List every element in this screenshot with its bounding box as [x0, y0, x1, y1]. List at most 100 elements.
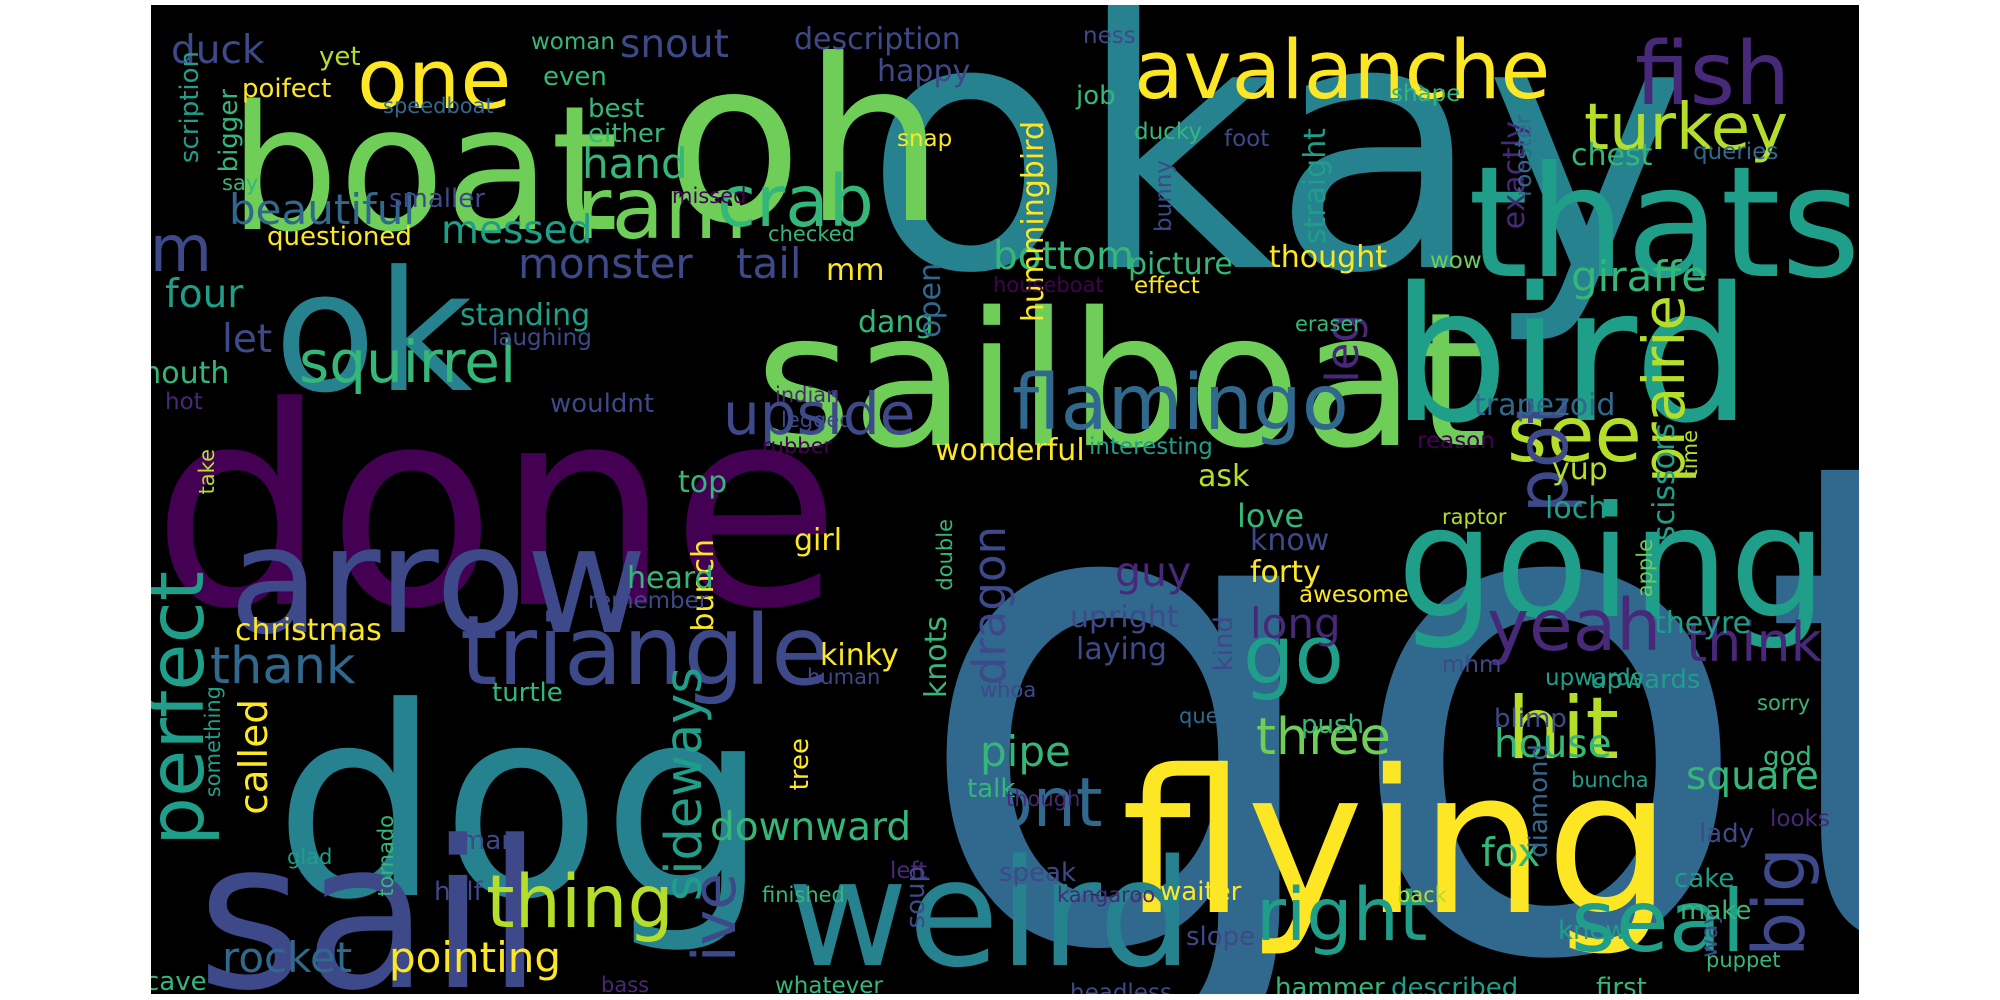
word-sail: sail: [197, 798, 544, 995]
word-job: job: [1076, 81, 1116, 111]
word-diamond: diamond: [1524, 744, 1554, 858]
word-bigger: bigger: [214, 89, 244, 173]
word-flamingo: flamingo: [1012, 359, 1349, 448]
word-ducky: ducky: [1134, 119, 1202, 145]
word-arrow: arrow: [229, 495, 648, 667]
word-rooster: rooster: [1511, 115, 1537, 197]
word-beautiful: beautiful: [229, 185, 416, 234]
word-headless: headless: [1070, 980, 1172, 995]
word-know: know: [1250, 523, 1330, 558]
word-ness: ness: [1083, 23, 1136, 49]
word-duck: duck: [171, 28, 265, 73]
word-downward: downward: [710, 805, 912, 850]
word-picture: picture: [1128, 247, 1233, 282]
word-bunny: bunny: [1151, 160, 1177, 232]
word-slope: slope: [1186, 922, 1256, 952]
word-even: even: [543, 62, 607, 92]
word-buncha: buncha: [1571, 768, 1649, 792]
word-loch: loch: [1545, 491, 1608, 526]
word-puppet: puppet: [1706, 948, 1781, 972]
word-scissors: scissors: [1647, 423, 1682, 542]
word-seal: seal: [1571, 872, 1746, 972]
word-either: either: [588, 119, 665, 149]
word-tornado: tornado: [374, 815, 398, 897]
word-checked: checked: [768, 222, 855, 246]
word-sorry: sorry: [1757, 691, 1811, 715]
word-kangaroo: kangaroo: [1057, 883, 1156, 907]
word-smaller: smaller: [389, 184, 485, 214]
word-yup: yup: [1552, 452, 1608, 487]
word-wow: wow: [1430, 248, 1482, 274]
word-yeah: yeah: [1487, 584, 1662, 667]
word-oh: oh: [665, 12, 946, 274]
word-interesting: interesting: [1089, 434, 1213, 460]
word-knots: knots: [919, 616, 954, 699]
word-upside: upside: [723, 380, 916, 448]
word-sideways: sideways: [655, 667, 714, 902]
word-avalanche: avalanche: [1134, 24, 1551, 118]
word-four: four: [165, 272, 244, 317]
word-right: right: [1256, 873, 1428, 958]
word-poifect: poifect: [242, 74, 332, 104]
word-described: described: [1391, 973, 1519, 994]
word-blimp: blimp: [1494, 704, 1567, 734]
word-bass: bass: [601, 973, 650, 995]
word-go: go: [1243, 609, 1344, 703]
word-love: love: [1237, 497, 1305, 535]
word-upwards: upwards: [1545, 665, 1643, 691]
word-open: open: [913, 263, 948, 338]
word-push: push: [1301, 710, 1365, 740]
word-turtle: turtle: [492, 678, 563, 708]
word-lady: lady: [1699, 819, 1755, 849]
word-effect: effect: [1134, 273, 1200, 299]
word-flying: flying: [1121, 727, 1672, 959]
word-boat: boat: [229, 68, 619, 270]
word-finished: finished: [762, 883, 845, 907]
word-upwards: upwards: [1590, 665, 1701, 695]
word-mm: mm: [826, 253, 885, 288]
word-think: think: [1686, 611, 1822, 674]
word-description: description: [794, 22, 961, 57]
word-long: long: [1250, 599, 1341, 648]
word-guy: guy: [1115, 548, 1192, 596]
word-dang: dang: [858, 305, 934, 340]
word-whoa: whoa: [980, 678, 1037, 702]
word-wouldnt: wouldnt: [550, 389, 655, 419]
word-first: first: [1596, 973, 1647, 994]
word-back: back: [1397, 883, 1447, 907]
word-snout: snout: [620, 22, 729, 67]
word-queries: queries: [1693, 139, 1779, 165]
word-ok: ok: [274, 236, 473, 430]
word-questioned: questioned: [267, 222, 412, 252]
word-kinky: kinky: [820, 638, 899, 673]
word-eraser: eraser: [1295, 312, 1362, 336]
word-straight: straight: [1298, 128, 1333, 245]
word-speak: speak: [999, 858, 1077, 888]
word-top: top: [678, 465, 728, 500]
word-let: let: [222, 317, 273, 362]
word-legged: legged: [781, 408, 853, 432]
word-whatever: whatever: [775, 973, 883, 995]
word-squirrel: squirrel: [299, 328, 517, 396]
word-laying: laying: [1076, 632, 1167, 667]
word-hammer: hammer: [1275, 973, 1385, 994]
word-girl: girl: [794, 523, 843, 558]
word-mouth: mouth: [151, 356, 230, 391]
word-hit: hit: [1507, 679, 1620, 779]
word-ive: ive: [680, 873, 750, 963]
word-called: called: [232, 699, 277, 815]
word-though: though: [1006, 787, 1081, 811]
word-one: one: [357, 31, 512, 128]
word-monster: monster: [518, 239, 693, 288]
word-pointing: pointing: [389, 933, 562, 982]
word-snap: snap: [897, 126, 953, 152]
word-pipe: pipe: [980, 727, 1071, 776]
word-yet: yet: [319, 42, 361, 72]
word-best: best: [588, 94, 645, 124]
word-fish: fish: [1635, 23, 1791, 125]
word-three: three: [1256, 708, 1391, 767]
word-thought: thought: [1269, 240, 1387, 275]
word-take: take: [195, 449, 219, 495]
word-make: make: [1680, 896, 1752, 926]
word-rocket: rocket: [222, 933, 353, 982]
